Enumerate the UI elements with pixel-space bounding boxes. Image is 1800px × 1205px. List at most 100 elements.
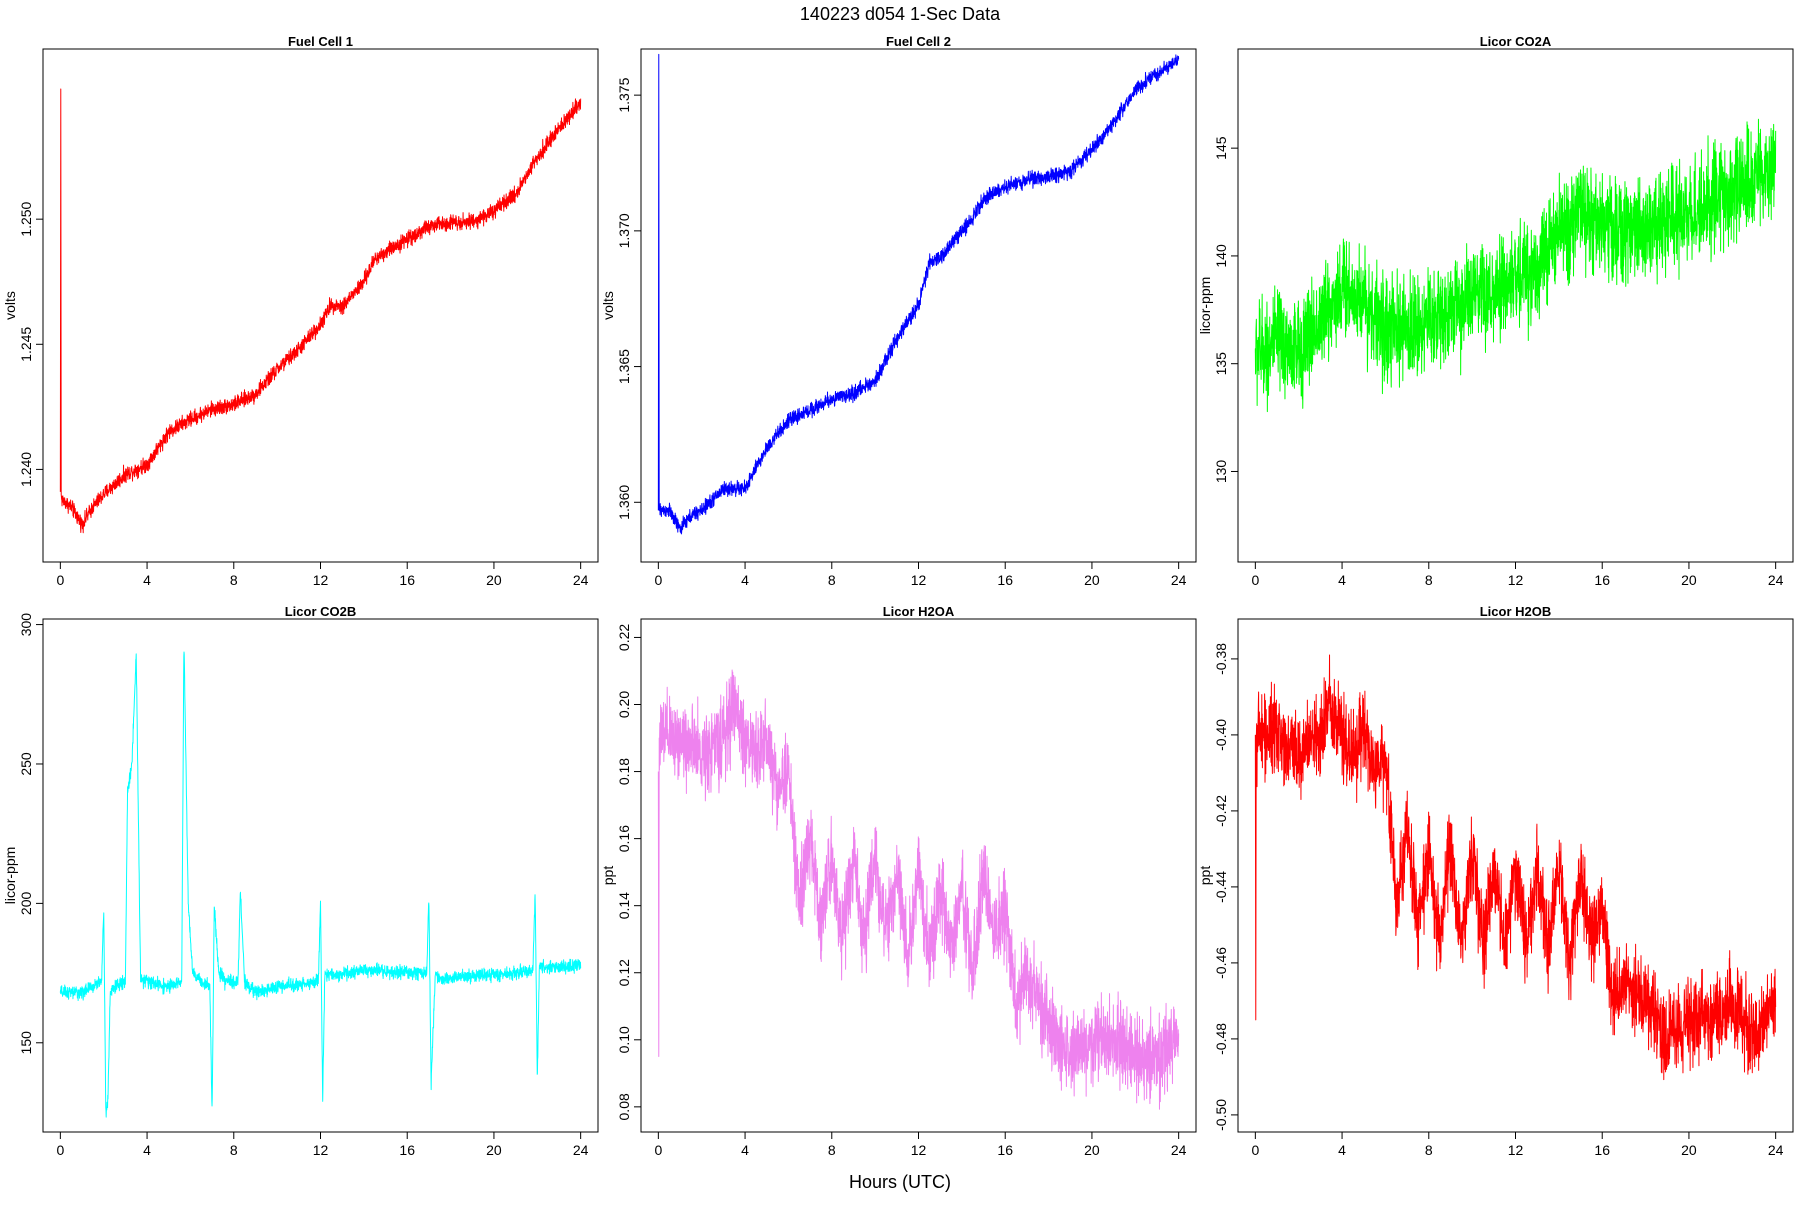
y-tick-label: 0.16 bbox=[616, 825, 632, 852]
series-line bbox=[1254, 654, 1777, 1081]
x-tick-label: 20 bbox=[1084, 572, 1100, 588]
panel-title: Licor H2OB bbox=[1480, 604, 1552, 619]
series-line bbox=[59, 651, 582, 1118]
y-tick-label: 140 bbox=[1213, 244, 1229, 268]
x-tick-label: 12 bbox=[313, 572, 329, 588]
y-tick-label: 1.360 bbox=[616, 485, 632, 520]
figure-title: 140223 d054 1-Sec Data bbox=[800, 4, 1001, 24]
y-axis-label: volts bbox=[600, 291, 616, 320]
x-tick-label: 12 bbox=[313, 1142, 329, 1158]
y-tick-label: 0.22 bbox=[616, 624, 632, 651]
chart-panel-4: Licor CO2B licor-ppm 0 4 8 12 16 20 24 150 200 250 3… bbox=[2, 604, 599, 1158]
x-tick-label: 12 bbox=[911, 572, 927, 588]
x-tick-label: 8 bbox=[828, 572, 836, 588]
x-tick-label: 20 bbox=[486, 1142, 502, 1158]
y-tick-label: -0.46 bbox=[1213, 947, 1229, 979]
panel-title: Licor CO2A bbox=[1480, 34, 1552, 49]
x-tick-label: 0 bbox=[56, 1142, 64, 1158]
x-tick-label: 24 bbox=[1768, 572, 1784, 588]
chart-panels: Fuel Cell 1 volts 0 4 8 12 16 20 24 1.240 1.245 1.2… bbox=[2, 34, 1794, 1158]
y-tick-label: -0.50 bbox=[1213, 1099, 1229, 1131]
y-tick-label: 130 bbox=[1213, 460, 1229, 484]
y-tick-label: 150 bbox=[18, 1031, 34, 1055]
x-tick-label: 24 bbox=[1171, 1142, 1187, 1158]
x-tick-label: 16 bbox=[399, 572, 415, 588]
y-tick-label: 135 bbox=[1213, 352, 1229, 376]
panel-title: Licor H2OA bbox=[883, 604, 955, 619]
x-tick-label: 16 bbox=[1594, 1142, 1610, 1158]
y-tick-label: -0.42 bbox=[1213, 795, 1229, 827]
y-tick-label: 1.375 bbox=[616, 77, 632, 112]
x-tick-label: 20 bbox=[1681, 1142, 1697, 1158]
x-tick-label: 4 bbox=[1338, 1142, 1346, 1158]
x-tick-label: 20 bbox=[1681, 572, 1697, 588]
series-line bbox=[1254, 118, 1777, 413]
x-tick-label: 0 bbox=[654, 572, 662, 588]
x-tick-label: 0 bbox=[1251, 1142, 1259, 1158]
x-tick-label: 16 bbox=[997, 1142, 1013, 1158]
x-tick-label: 8 bbox=[1425, 572, 1433, 588]
x-tick-label: 4 bbox=[741, 572, 749, 588]
panel-title: Fuel Cell 2 bbox=[886, 34, 951, 49]
chart-panel-3: Licor CO2A licor-ppm 0 4 8 12 16 20 24 130 135 140 1… bbox=[1197, 34, 1794, 588]
x-tick-label: 8 bbox=[230, 1142, 238, 1158]
panel-title: Fuel Cell 1 bbox=[288, 34, 353, 49]
y-tick-label: 0.10 bbox=[616, 1026, 632, 1053]
y-axis-label: volts bbox=[2, 291, 18, 320]
y-tick-label: 1.245 bbox=[18, 327, 34, 362]
chart-panel-1: Fuel Cell 1 volts 0 4 8 12 16 20 24 1.240 1.245 1.2… bbox=[2, 34, 599, 588]
x-tick-label: 16 bbox=[399, 1142, 415, 1158]
x-tick-label: 24 bbox=[573, 1142, 589, 1158]
chart-panel-5: Licor H2OA ppt 0 4 8 12 16 20 24 0.08 0.10 0.12 0.14… bbox=[600, 604, 1197, 1158]
x-tick-label: 4 bbox=[741, 1142, 749, 1158]
y-tick-label: 1.370 bbox=[616, 213, 632, 248]
y-tick-label: -0.48 bbox=[1213, 1023, 1229, 1055]
panel-title: Licor CO2B bbox=[285, 604, 357, 619]
chart-panel-6: Licor H2OB ppt 0 4 8 12 16 20 24 -0.50 -0.48 -0.46 -… bbox=[1197, 604, 1794, 1158]
x-tick-label: 24 bbox=[573, 572, 589, 588]
x-tick-label: 20 bbox=[486, 572, 502, 588]
y-tick-label: 1.250 bbox=[18, 201, 34, 236]
y-tick-label: -0.38 bbox=[1213, 643, 1229, 675]
plot-frame bbox=[42, 48, 599, 563]
series-line bbox=[59, 88, 582, 534]
y-tick-label: 300 bbox=[18, 613, 34, 637]
y-axis-label: licor-ppm bbox=[1197, 277, 1213, 335]
y-tick-label: 200 bbox=[18, 891, 34, 915]
y-axis-label: ppt bbox=[1197, 866, 1213, 886]
y-tick-label: 1.240 bbox=[18, 452, 34, 487]
x-tick-label: 24 bbox=[1768, 1142, 1784, 1158]
y-tick-label: 0.14 bbox=[616, 892, 632, 919]
x-tick-label: 8 bbox=[230, 572, 238, 588]
x-tick-label: 24 bbox=[1171, 572, 1187, 588]
x-tick-label: 16 bbox=[1594, 572, 1610, 588]
series-line bbox=[657, 53, 1180, 535]
x-tick-label: 0 bbox=[56, 572, 64, 588]
x-tick-label: 12 bbox=[911, 1142, 927, 1158]
y-tick-label: 0.12 bbox=[616, 959, 632, 986]
x-tick-label: 4 bbox=[143, 572, 151, 588]
x-tick-label: 8 bbox=[1425, 1142, 1433, 1158]
x-axis-label: Hours (UTC) bbox=[849, 1172, 951, 1192]
x-tick-label: 16 bbox=[997, 572, 1013, 588]
y-tick-label: -0.40 bbox=[1213, 719, 1229, 751]
chart-panel-2: Fuel Cell 2 volts 0 4 8 12 16 20 24 1.360 1.365 1.3… bbox=[600, 34, 1197, 588]
x-tick-label: 20 bbox=[1084, 1142, 1100, 1158]
x-tick-label: 8 bbox=[828, 1142, 836, 1158]
y-tick-label: 0.08 bbox=[616, 1093, 632, 1120]
y-tick-label: 0.20 bbox=[616, 691, 632, 718]
y-axis-label: licor-ppm bbox=[2, 847, 18, 905]
x-tick-label: 0 bbox=[1251, 572, 1259, 588]
x-tick-label: 4 bbox=[1338, 572, 1346, 588]
y-tick-label: -0.44 bbox=[1213, 871, 1229, 903]
y-tick-label: 0.18 bbox=[616, 758, 632, 785]
x-tick-label: 12 bbox=[1508, 572, 1524, 588]
y-tick-label: 1.365 bbox=[616, 349, 632, 384]
x-tick-label: 0 bbox=[654, 1142, 662, 1158]
y-tick-label: 250 bbox=[18, 752, 34, 776]
y-axis-label: ppt bbox=[600, 866, 616, 886]
series-line bbox=[657, 669, 1180, 1110]
x-tick-label: 4 bbox=[143, 1142, 151, 1158]
